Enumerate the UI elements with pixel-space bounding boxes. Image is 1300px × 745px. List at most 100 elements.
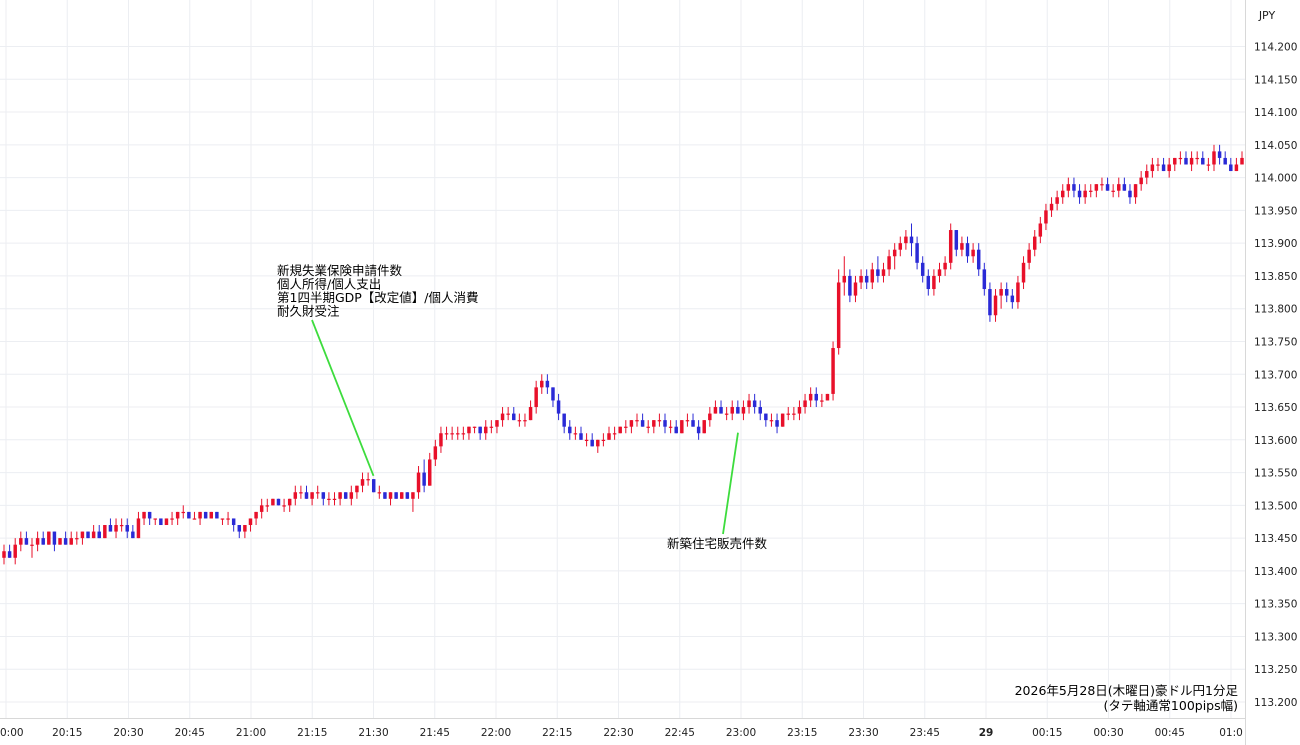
candle: [1201, 151, 1205, 165]
candle: [332, 492, 337, 506]
candle: [1077, 184, 1082, 204]
candle: [948, 223, 953, 270]
candle: [1234, 157, 1239, 172]
candle: [299, 485, 303, 499]
candle: [758, 400, 762, 421]
candle: [1178, 151, 1183, 165]
candle: [1145, 164, 1149, 185]
candle: [943, 256, 947, 276]
candle: [1016, 275, 1020, 309]
candle: [820, 393, 824, 408]
candle: [164, 518, 169, 526]
candle: [1032, 230, 1037, 257]
candle: [69, 531, 73, 545]
x-tick-label: 21:45: [420, 727, 450, 739]
candle: [612, 426, 617, 440]
candle: [993, 289, 998, 322]
candle: [1117, 177, 1121, 198]
candle: [125, 518, 129, 539]
annotations-layer: 新規失業保険申請件数個人所得/個人支出第1四半期GDP【改定値】/個人消費耐久財…: [277, 263, 768, 551]
caption-line-2: (タテ軸通常100pips幅): [1104, 698, 1238, 713]
candle: [1195, 151, 1199, 165]
candle: [315, 485, 320, 499]
candle: [1100, 177, 1104, 191]
candle: [982, 262, 987, 296]
candle: [243, 525, 247, 539]
candle: [1229, 157, 1233, 172]
candle: [920, 256, 925, 283]
candle: [399, 492, 404, 499]
x-tick-label: 23:00: [726, 727, 756, 739]
candle: [596, 439, 600, 453]
candle: [444, 426, 449, 440]
candle: [97, 525, 101, 539]
candle: [848, 269, 852, 303]
candle: [394, 492, 398, 499]
candle: [915, 236, 919, 270]
x-tick-label: 22:00: [481, 727, 511, 739]
candle: [881, 262, 886, 283]
candle: [607, 426, 611, 440]
candle: [41, 531, 45, 545]
candle: [13, 538, 17, 565]
y-tick-label: 114.150: [1254, 74, 1297, 86]
candle: [685, 413, 690, 427]
y-tick-label: 113.800: [1254, 304, 1297, 316]
candle: [181, 505, 185, 519]
plot-background: [0, 0, 1245, 718]
candle: [842, 256, 847, 296]
candle: [864, 269, 869, 290]
annotation-text: 新築住宅販売件数: [667, 536, 768, 551]
price-axis: 114.200 114.150 114.100 114.050 114.000 113.9…: [1254, 42, 1297, 710]
candle: [271, 498, 275, 506]
y-tick-label: 113.450: [1254, 533, 1297, 545]
candle: [265, 498, 270, 512]
candle: [976, 243, 981, 276]
candle: [696, 420, 701, 440]
annotation-text: 第1四半期GDP【改定値】/個人消費: [277, 290, 479, 305]
x-tick-label: 20:30: [113, 727, 143, 739]
candle: [517, 413, 522, 427]
candle: [91, 525, 96, 539]
candle: [825, 393, 830, 401]
candle: [736, 400, 740, 414]
x-tick-label: 0:00: [0, 727, 24, 739]
candle: [450, 426, 454, 440]
candle: [1128, 184, 1132, 204]
candle: [528, 400, 533, 421]
candle: [512, 407, 516, 421]
candle: [724, 407, 729, 421]
x-tick-label: 20:45: [175, 727, 205, 739]
candle: [853, 275, 858, 303]
candle: [371, 479, 376, 493]
candle: [859, 269, 863, 290]
candle: [635, 413, 639, 427]
candle: [472, 426, 477, 434]
candle: [590, 433, 594, 447]
x-tick-label: 23:15: [787, 727, 817, 739]
candle: [937, 262, 942, 283]
candle: [159, 518, 163, 526]
candle: [495, 420, 499, 434]
x-tick-label: 23:30: [848, 727, 878, 739]
candle: [1206, 157, 1211, 172]
candle: [719, 400, 723, 414]
candle: [114, 518, 118, 539]
candle: [259, 498, 264, 519]
candle: [433, 439, 438, 467]
candle: [523, 413, 527, 427]
candle: [792, 407, 796, 421]
candle: [388, 492, 393, 506]
candle: [730, 400, 734, 421]
candle: [551, 387, 555, 408]
x-tick-label: 22:15: [542, 727, 572, 739]
candle: [119, 518, 124, 532]
candle: [668, 420, 673, 434]
candle: [35, 531, 40, 552]
y-tick-label: 113.550: [1254, 468, 1297, 480]
candle: [1167, 157, 1171, 178]
candle: [999, 282, 1003, 309]
candle: [366, 472, 370, 486]
candle: [624, 420, 628, 434]
